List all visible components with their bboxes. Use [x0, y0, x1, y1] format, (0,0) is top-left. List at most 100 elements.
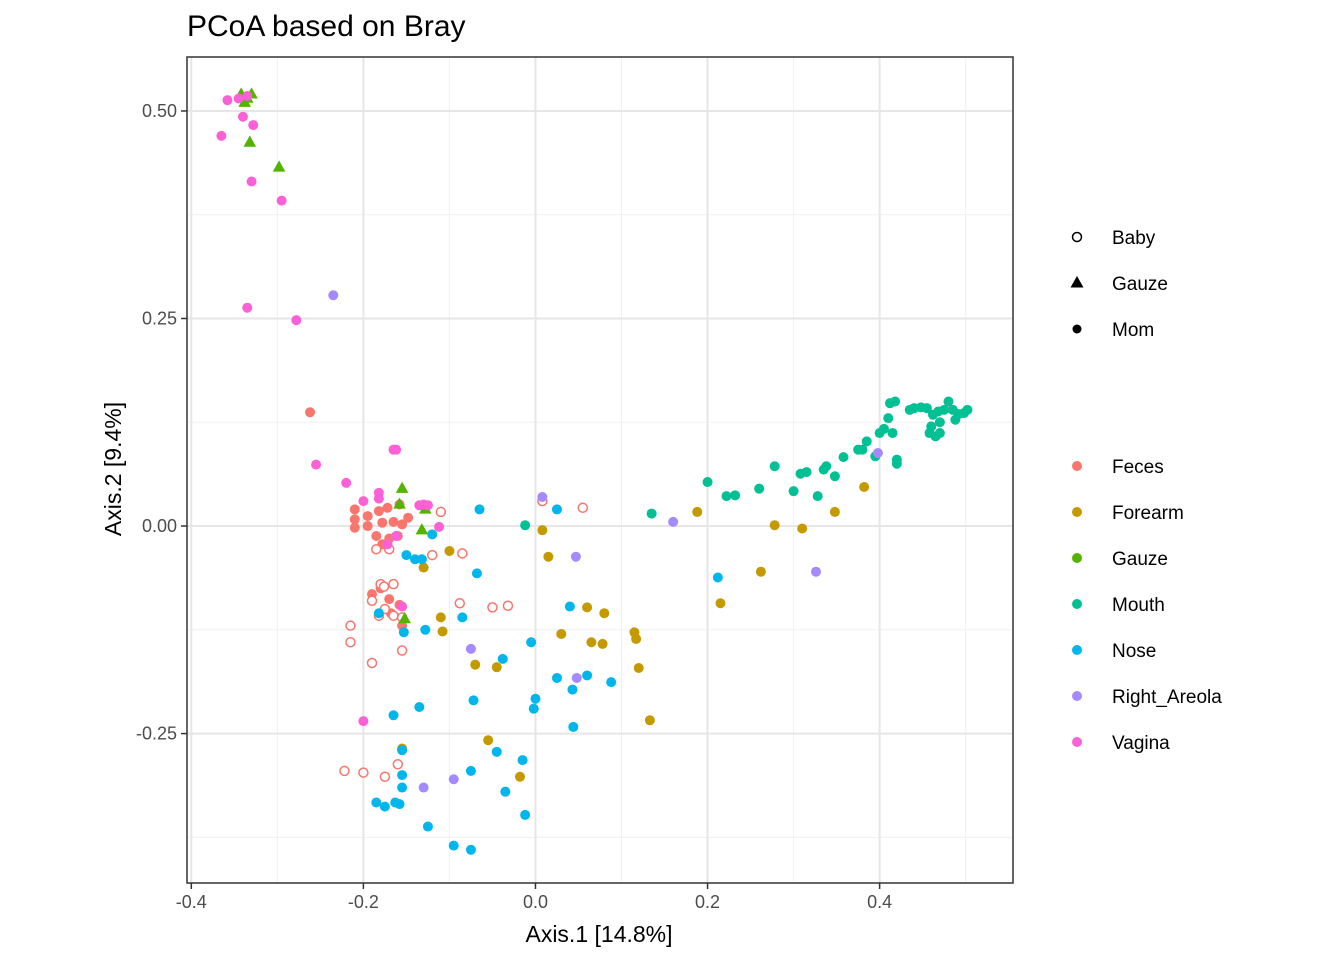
point-vagina-mom: [291, 315, 302, 326]
point-nose-mom: [457, 612, 468, 623]
point-feces-mom: [403, 512, 414, 523]
point-feces-baby: [345, 620, 356, 631]
point-feces-mom: [382, 502, 393, 513]
point-vagina-mom: [216, 130, 227, 141]
point-vagina-mom: [237, 111, 248, 122]
point-gauze-gauze: [272, 160, 286, 172]
point-mouth-mom: [883, 413, 894, 424]
point-forearm-mom: [470, 659, 481, 670]
point-mouth-mom: [934, 428, 945, 439]
point-nose-mom: [420, 624, 431, 635]
point-vagina-mom: [358, 496, 369, 507]
point-mouth-mom: [838, 452, 849, 463]
point-forearm-mom: [797, 523, 808, 534]
point-nose-mom: [528, 703, 539, 714]
point-forearm-mom: [582, 602, 593, 613]
legend-label-right-areola: Right_Areola: [1112, 687, 1222, 708]
point-forearm-mom: [514, 771, 525, 782]
point-nose-mom: [397, 782, 408, 793]
point-nose-mom: [448, 840, 459, 851]
point-vagina-mom: [382, 539, 393, 550]
point-forearm-mom: [537, 525, 548, 536]
point-vagina-mom: [391, 444, 402, 455]
x-tick-label: -0.4: [176, 892, 207, 912]
x-tick-label: -0.2: [348, 892, 379, 912]
y-tick-label: 0.25: [142, 308, 177, 328]
point-nose-mom: [427, 529, 438, 540]
x-axis-title: Axis.1 [14.8%]: [525, 921, 672, 947]
point-gauze-gauze: [393, 497, 406, 509]
chart-title: PCoA based on Bray: [187, 10, 466, 43]
point-right-areola-mom: [448, 774, 459, 785]
point-forearm-mom: [444, 545, 455, 556]
point-right-areola-mom: [668, 516, 679, 527]
point-nose-mom: [497, 653, 508, 664]
point-gauze-gauze: [398, 612, 411, 624]
point-gauze-gauze: [415, 523, 429, 535]
plot-panel: [186, 56, 1014, 884]
point-feces-mom: [362, 521, 373, 532]
plot-background: [187, 57, 1013, 883]
legend-key-gauze: [1070, 276, 1084, 288]
point-mouth-mom: [702, 477, 713, 488]
point-nose-mom: [568, 721, 579, 732]
legend-key-vagina: [1072, 737, 1082, 747]
point-vagina-mom: [242, 302, 253, 313]
point-vagina-mom: [391, 530, 402, 541]
point-nose-mom: [401, 550, 412, 561]
point-feces-baby: [378, 581, 390, 592]
point-forearm-mom: [644, 715, 655, 726]
point-vagina-mom: [434, 521, 445, 532]
point-feces-mom: [377, 517, 388, 528]
point-feces-mom: [349, 504, 360, 515]
point-mouth-mom: [788, 486, 799, 497]
point-feces-mom: [388, 516, 399, 527]
point-mouth-mom: [857, 444, 868, 455]
point-nose-mom: [520, 809, 531, 820]
point-mouth-mom: [646, 508, 657, 519]
point-nose-mom: [500, 786, 511, 797]
point-feces-baby: [502, 600, 514, 611]
point-gauze-gauze: [395, 481, 409, 493]
point-feces-mom: [349, 522, 360, 533]
legend-key-baby: [1071, 231, 1083, 243]
point-vagina-mom: [358, 716, 369, 727]
point-feces-baby: [392, 759, 404, 770]
point-nose-mom: [606, 677, 617, 688]
point-feces-mom: [373, 506, 384, 517]
point-forearm-mom: [437, 626, 448, 637]
legend-label-vagina: Vagina: [1112, 733, 1170, 754]
point-vagina-mom: [397, 601, 408, 612]
point-nose-mom: [564, 601, 575, 612]
x-axis-ticks: -0.4 -0.2 0.0 0.2 0.4: [176, 883, 892, 912]
point-forearm-mom: [715, 598, 726, 609]
y-axis-title: Axis.2 [9.4%]: [100, 402, 126, 536]
point-mouth-mom: [887, 428, 898, 439]
point-nose-mom: [371, 797, 382, 808]
legend-label-feces: Feces: [1112, 457, 1164, 478]
point-feces-baby: [396, 645, 408, 656]
point-mouth-mom: [520, 520, 531, 531]
point-mouth-mom: [921, 403, 932, 414]
point-feces-baby: [339, 765, 350, 777]
point-feces-mom: [349, 514, 360, 525]
y-tick-label: 0.00: [142, 516, 177, 536]
point-nose-mom: [414, 702, 425, 713]
point-right-areola-mom: [570, 551, 581, 562]
x-tick-label: 0.0: [523, 892, 548, 912]
point-forearm-mom: [556, 628, 567, 639]
legend-label-nose: Nose: [1112, 641, 1156, 662]
point-nose-mom: [551, 504, 562, 515]
point-mouth-mom: [861, 436, 872, 447]
point-vagina-mom: [311, 459, 322, 470]
point-vagina-mom: [276, 195, 287, 206]
point-vagina-mom: [248, 120, 259, 131]
point-mouth-mom: [878, 423, 889, 434]
point-nose-mom: [582, 670, 593, 681]
legend-label-mouth: Mouth: [1112, 595, 1165, 616]
point-feces-baby: [388, 610, 399, 621]
point-nose-mom: [388, 710, 399, 721]
legend-key-forearm: [1072, 507, 1082, 517]
y-tick-label: -0.25: [136, 724, 177, 744]
